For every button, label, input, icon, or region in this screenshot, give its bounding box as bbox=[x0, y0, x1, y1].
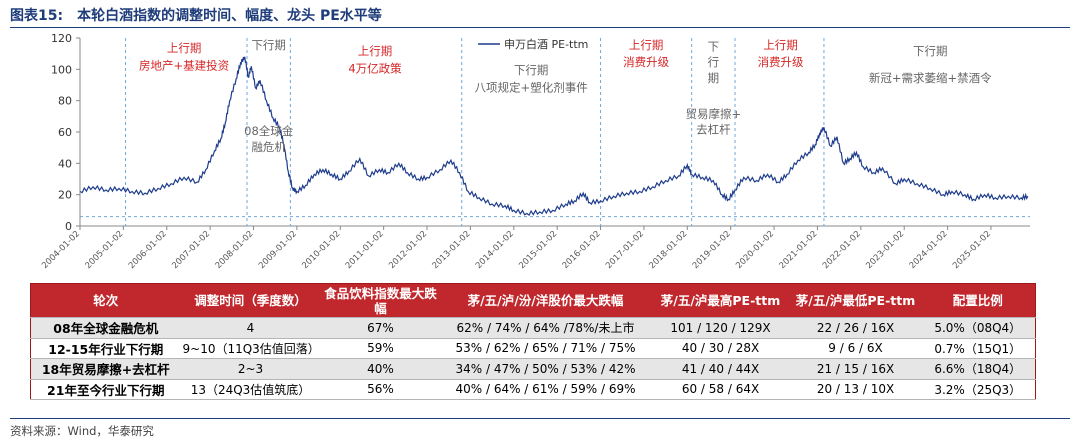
table-row: 18年贸易摩擦+去杠杆 2~3 40% 34% / 47% / 50% / 53… bbox=[30, 358, 1036, 380]
cell-index-drop: 40% bbox=[320, 358, 441, 380]
table-row: 08年全球金融危机 4 67% 62% / 74% / 64% /78%/未上市… bbox=[30, 317, 1036, 339]
chart-annotation: 下行期 bbox=[514, 63, 549, 77]
cell-allocation: 5.0%（08Q4） bbox=[920, 317, 1036, 339]
cell-min-pe: 9 / 6 / 6X bbox=[790, 337, 921, 359]
chart-annotation: 08全球金 bbox=[244, 124, 294, 138]
cell-duration: 4 bbox=[180, 317, 321, 339]
chart-annotation: 八项规定+塑化剂事件 bbox=[475, 80, 588, 94]
cell-duration: 2~3 bbox=[180, 358, 321, 380]
y-tick-label: 100 bbox=[51, 63, 72, 76]
x-tick-label: 2022-01-02 bbox=[821, 229, 863, 271]
cell-stock-drop: 34% / 47% / 50% / 53% / 42% bbox=[440, 358, 651, 380]
cell-round: 18年贸易摩擦+去杠杆 bbox=[30, 358, 181, 380]
x-tick-label: 2010-01-02 bbox=[300, 229, 342, 271]
x-tick-label: 2009-01-02 bbox=[257, 229, 299, 271]
header-stock-drop: 茅/五/泸/汾/洋股价最大跌幅 bbox=[440, 283, 651, 318]
x-tick-label: 2012-01-02 bbox=[387, 229, 429, 271]
x-tick-label: 2024-01-02 bbox=[908, 229, 950, 271]
x-tick-label: 2014-01-02 bbox=[474, 229, 516, 271]
chart-annotation: 行 bbox=[708, 55, 720, 69]
cell-duration: 9~10（11Q3估值回落） bbox=[180, 337, 321, 359]
y-tick-label: 20 bbox=[58, 189, 72, 202]
chart-annotation: 房地产+基建投资 bbox=[139, 58, 229, 72]
cell-min-pe: 22 / 26 / 16X bbox=[790, 317, 921, 339]
chart-annotation: 上行期 bbox=[167, 41, 202, 55]
header-min-pe: 茅/五/泸最低PE-ttm bbox=[790, 283, 921, 318]
cell-stock-drop: 40% / 64% / 61% / 59% / 69% bbox=[440, 378, 651, 400]
x-tick-label: 2023-01-02 bbox=[864, 229, 906, 271]
table-header-row: 轮次 调整时间（季度数） 食品饮料指数最大跌幅 茅/五/泸/汾/洋股价最大跌幅 … bbox=[30, 283, 1036, 318]
y-tick-label: 40 bbox=[58, 157, 72, 170]
source-note: 资料来源：Wind，华泰研究 bbox=[10, 418, 1070, 439]
cell-allocation: 0.7%（15Q1） bbox=[920, 337, 1036, 359]
cell-min-pe: 21 / 15 / 16X bbox=[790, 358, 921, 380]
cell-stock-drop: 62% / 74% / 64% /78%/未上市 bbox=[440, 317, 651, 339]
header-allocation: 配置比例 bbox=[920, 283, 1036, 318]
chart-annotation: 下行期 bbox=[251, 38, 286, 52]
chart-annotation: 下行期 bbox=[913, 44, 948, 58]
cell-allocation: 6.6%（18Q4） bbox=[920, 358, 1036, 380]
x-tick-label: 2016-01-02 bbox=[561, 229, 603, 271]
legend-label: 申万白酒 PE-ttm bbox=[504, 37, 588, 51]
cell-round: 12-15年行业下行期 bbox=[30, 337, 181, 359]
y-tick-label: 120 bbox=[51, 32, 72, 45]
cell-max-pe: 101 / 120 / 129X bbox=[650, 317, 791, 339]
header-index-drop: 食品饮料指数最大跌幅 bbox=[320, 283, 441, 318]
cell-index-drop: 59% bbox=[320, 337, 441, 359]
chart-annotation: 消费升级 bbox=[623, 55, 669, 69]
x-tick-label: 2011-01-02 bbox=[344, 229, 386, 271]
chart-annotation: 下 bbox=[708, 40, 720, 54]
cell-round: 21年至今行业下行期 bbox=[30, 378, 181, 400]
cell-max-pe: 60 / 58 / 64X bbox=[650, 378, 791, 400]
chart-annotation: 融危机 bbox=[251, 140, 286, 154]
x-tick-label: 2020-01-02 bbox=[734, 229, 776, 271]
cell-min-pe: 20 / 13 / 10X bbox=[790, 378, 921, 400]
chart-annotation: 4万亿政策 bbox=[348, 61, 402, 75]
pe-line-chart: 0 20 40 60 80 100 120 2004-01-02 2005-01-02 2006-… bbox=[40, 32, 1030, 271]
x-tick-label: 2025-01-02 bbox=[951, 229, 993, 271]
cell-duration: 13（24Q3估值筑底） bbox=[180, 378, 321, 400]
cell-index-drop: 56% bbox=[320, 378, 441, 400]
chart-annotation: 上行期 bbox=[763, 38, 798, 52]
chart-annotation: 去杠杆 bbox=[696, 123, 731, 137]
cell-allocation: 3.2%（25Q3） bbox=[920, 378, 1036, 400]
x-tick-label: 2013-01-02 bbox=[431, 229, 473, 271]
figure-title-bar: 图表15: 本轮白酒指数的调整时间、幅度、龙头 PE水平等 bbox=[10, 2, 1070, 28]
table-row: 21年至今行业下行期 13（24Q3估值筑底） 56% 40% / 64% / … bbox=[30, 378, 1036, 400]
cell-stock-drop: 53% / 62% / 65% / 71% / 75% bbox=[440, 337, 651, 359]
chart-annotation: 贸易摩擦+ bbox=[686, 107, 742, 121]
chart-annotation: 上行期 bbox=[358, 44, 393, 58]
chart-annotation: 期 bbox=[708, 71, 720, 85]
cell-index-drop: 67% bbox=[320, 317, 441, 339]
y-tick-label: 60 bbox=[58, 126, 72, 139]
x-tick-label: 2007-01-02 bbox=[170, 229, 212, 271]
x-tick-label: 2019-01-02 bbox=[691, 229, 733, 271]
x-tick-label: 2018-01-02 bbox=[647, 229, 689, 271]
cell-max-pe: 41 / 40 / 44X bbox=[650, 358, 791, 380]
x-tick-label: 2015-01-02 bbox=[517, 229, 559, 271]
chart-annotation: 新冠+需求萎缩+禁酒令 bbox=[869, 71, 992, 85]
x-tick-label: 2006-01-02 bbox=[127, 229, 169, 271]
adjustment-table: 轮次 调整时间（季度数） 食品饮料指数最大跌幅 茅/五/泸/汾/洋股价最大跌幅 … bbox=[30, 283, 1036, 400]
y-tick-label: 80 bbox=[58, 95, 72, 108]
cell-round: 08年全球金融危机 bbox=[30, 317, 181, 339]
header-round: 轮次 bbox=[30, 283, 181, 318]
header-duration: 调整时间（季度数） bbox=[180, 283, 321, 318]
chart-annotation: 消费升级 bbox=[758, 55, 804, 69]
header-max-pe: 茅/五/泸最高PE-ttm bbox=[650, 283, 791, 318]
series-line bbox=[79, 56, 1029, 216]
cell-max-pe: 40 / 30 / 28X bbox=[650, 337, 791, 359]
x-tick-label: 2008-01-02 bbox=[214, 229, 256, 271]
x-tick-label: 2004-01-02 bbox=[40, 229, 82, 271]
x-tick-label: 2017-01-02 bbox=[604, 229, 646, 271]
chart-annotation: 上行期 bbox=[629, 38, 664, 52]
table-row: 12-15年行业下行期 9~10（11Q3估值回落） 59% 53% / 62%… bbox=[30, 337, 1036, 359]
figure-title: 本轮白酒指数的调整时间、幅度、龙头 PE水平等 bbox=[77, 7, 382, 24]
x-tick-label: 2021-01-02 bbox=[778, 229, 820, 271]
figure-label: 图表15: bbox=[10, 7, 64, 24]
x-tick-label: 2005-01-02 bbox=[83, 229, 125, 271]
y-tick-label: 0 bbox=[65, 220, 72, 233]
